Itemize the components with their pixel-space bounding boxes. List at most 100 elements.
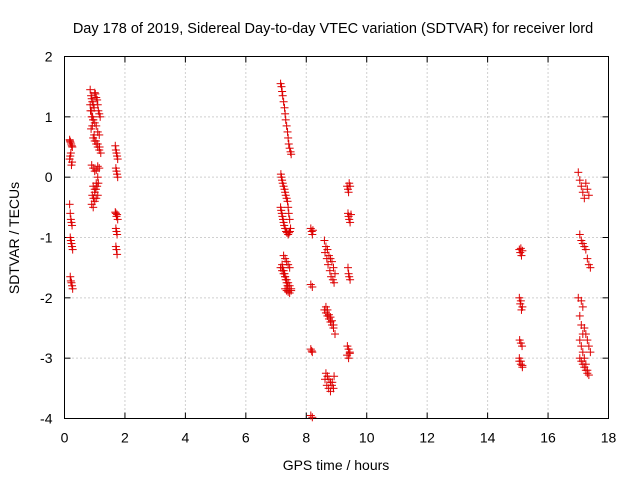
y-tick-label: -3 xyxy=(40,350,53,366)
data-point xyxy=(581,179,590,188)
data-point xyxy=(93,191,102,200)
data-point xyxy=(68,158,77,167)
data-point xyxy=(281,115,290,124)
data-point xyxy=(90,88,99,97)
data-point xyxy=(111,141,120,150)
data-point xyxy=(329,384,338,393)
data-point xyxy=(577,342,586,351)
data-point xyxy=(330,278,339,287)
data-point xyxy=(285,144,294,153)
data-point xyxy=(583,369,592,378)
data-point xyxy=(283,127,292,136)
data-point xyxy=(326,313,335,322)
data-point xyxy=(577,320,586,329)
data-point xyxy=(575,176,584,185)
data-point xyxy=(113,173,122,182)
data-point xyxy=(308,226,317,235)
data-point xyxy=(287,150,296,159)
data-point xyxy=(580,194,589,203)
y-axis-label: SDTVAR / TECUs xyxy=(6,182,22,294)
data-point xyxy=(578,348,587,357)
data-point xyxy=(586,263,595,272)
data-point xyxy=(68,221,77,230)
data-point xyxy=(90,130,99,139)
data-point xyxy=(93,162,102,171)
data-point xyxy=(329,320,338,329)
data-point xyxy=(325,266,334,275)
data-point xyxy=(307,346,316,355)
data-point xyxy=(113,230,122,239)
data-point xyxy=(575,230,584,239)
data-point xyxy=(575,336,584,345)
data-point xyxy=(285,227,294,236)
data-point xyxy=(93,95,102,104)
data-point xyxy=(324,260,333,269)
data-point xyxy=(586,348,595,357)
x-tick-label: 0 xyxy=(61,430,69,446)
data-point xyxy=(67,141,76,150)
data-point xyxy=(583,185,592,194)
data-point xyxy=(322,254,331,263)
data-point xyxy=(575,311,584,320)
data-point xyxy=(113,215,122,224)
data-point xyxy=(578,330,587,339)
data-point xyxy=(345,349,354,358)
data-point xyxy=(343,263,352,272)
data-point xyxy=(327,316,336,325)
data-point xyxy=(88,121,97,130)
data-point xyxy=(89,203,98,212)
data-point xyxy=(277,82,286,91)
data-point xyxy=(68,284,77,293)
data-point xyxy=(346,218,355,227)
data-point xyxy=(344,188,353,197)
data-point xyxy=(347,210,356,219)
data-point xyxy=(284,133,293,142)
data-point xyxy=(66,149,75,158)
data-point xyxy=(112,245,121,254)
data-point xyxy=(68,143,77,151)
y-tick-label: -2 xyxy=(40,290,53,306)
data-point xyxy=(95,143,104,151)
data-point xyxy=(308,348,317,357)
x-tick-label: 14 xyxy=(480,430,496,446)
data-point xyxy=(284,203,293,212)
data-point xyxy=(86,85,95,94)
data-point xyxy=(285,228,294,237)
x-tick-label: 12 xyxy=(419,430,435,446)
grid-lines xyxy=(64,56,609,419)
data-point xyxy=(518,246,527,255)
data-point xyxy=(95,164,104,173)
data-point xyxy=(323,305,332,314)
data-point xyxy=(518,342,527,351)
data-point xyxy=(282,121,291,130)
data-point xyxy=(574,168,583,177)
data-point xyxy=(91,89,100,98)
data-point xyxy=(516,296,525,305)
data-point xyxy=(285,263,294,272)
data-point xyxy=(584,342,593,351)
data-point xyxy=(584,371,593,380)
data-point xyxy=(583,336,592,345)
data-point xyxy=(65,200,74,209)
data-point xyxy=(320,236,329,245)
x-axis-label: GPS time / hours xyxy=(283,457,390,473)
x-tick-label: 6 xyxy=(242,430,250,446)
x-tick-label: 2 xyxy=(121,430,129,446)
data-point xyxy=(308,413,317,422)
data-points xyxy=(65,79,595,422)
x-tick-label: 8 xyxy=(302,430,310,446)
data-point xyxy=(278,91,287,100)
data-point xyxy=(113,250,122,259)
data-point xyxy=(66,209,75,218)
data-point xyxy=(518,302,527,311)
data-point xyxy=(280,103,289,112)
y-tick-label: 2 xyxy=(45,49,53,65)
data-point xyxy=(584,191,593,200)
data-point xyxy=(279,97,288,106)
data-point xyxy=(517,251,526,260)
data-point xyxy=(578,188,587,197)
data-point xyxy=(518,361,527,370)
data-point xyxy=(284,139,293,148)
data-point xyxy=(68,245,77,254)
